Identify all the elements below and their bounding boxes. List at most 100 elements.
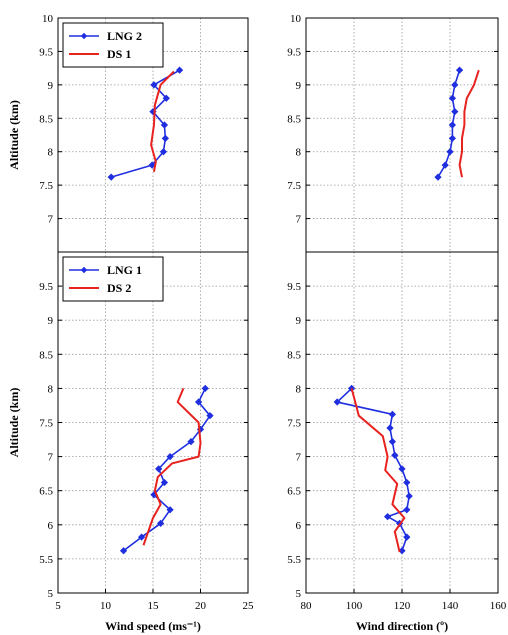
- y-tick-label: 5.5: [39, 554, 53, 566]
- y-tick-label: 8: [296, 383, 302, 395]
- y-tick-label: 9: [48, 315, 54, 327]
- data-point-marker: [148, 161, 156, 169]
- ds-series-line: [458, 69, 480, 178]
- y-tick-label: 9.5: [39, 281, 53, 293]
- y-tick-label: 5: [296, 588, 302, 600]
- y-tick-label: 8: [296, 147, 302, 159]
- y-tick-label: 7: [48, 214, 54, 226]
- y-tick-label: 7: [48, 452, 54, 464]
- data-point-marker: [398, 465, 406, 473]
- data-point-marker: [448, 134, 457, 142]
- x-tick-label: 20: [195, 600, 207, 612]
- data-point-marker: [403, 506, 411, 514]
- y-tick-label: 6: [296, 520, 302, 532]
- y-tick-label: 8.5: [39, 113, 53, 125]
- data-point-marker: [137, 533, 146, 541]
- data-point-marker: [388, 410, 397, 418]
- x-axis-label: Wind direction (º): [356, 619, 448, 633]
- data-point-marker: [434, 173, 442, 181]
- panel-top-right: 10 9.5 9 8.5 8 7.5 7: [287, 13, 499, 253]
- y-tick-label: 9: [48, 80, 54, 92]
- y-tick-label: 8.5: [287, 349, 301, 361]
- data-point-marker: [162, 94, 170, 102]
- y-tick-label: 9.5: [287, 46, 301, 58]
- y-tick-label: 10: [290, 13, 302, 25]
- data-point-marker: [441, 161, 449, 169]
- y-tick-label: 5.5: [287, 554, 301, 566]
- x-tick-label: 120: [394, 600, 411, 612]
- y-tick-label: 8.5: [39, 349, 53, 361]
- data-point-marker: [201, 384, 209, 393]
- x-tick-label: 140: [442, 600, 459, 612]
- ds-series-line: [142, 388, 202, 546]
- y-tick-label: 7: [296, 214, 302, 226]
- y-tick-label: 8.5: [287, 113, 301, 125]
- legend-label: DS 1: [107, 47, 131, 61]
- x-tick-label: 25: [243, 600, 255, 612]
- ds-series-line: [350, 388, 406, 553]
- data-point-marker: [391, 451, 399, 459]
- x-tick-label: 160: [490, 600, 507, 612]
- x-tick-label: 100: [346, 600, 363, 612]
- data-point-marker: [451, 81, 459, 89]
- data-point-marker: [448, 121, 457, 129]
- data-point-marker: [187, 437, 195, 446]
- x-tick-label: 15: [148, 600, 160, 612]
- y-tick-label: 8: [48, 147, 54, 159]
- x-axis-label: Wind speed (ms⁻¹): [105, 619, 201, 633]
- data-point-marker: [405, 492, 413, 500]
- x-tick-label: 10: [100, 600, 112, 612]
- data-point-marker: [446, 148, 454, 156]
- data-point-marker: [403, 478, 411, 487]
- data-point-marker: [156, 519, 165, 528]
- data-point-marker: [386, 424, 394, 432]
- data-point-marker: [388, 437, 397, 446]
- data-point-marker: [160, 121, 169, 129]
- y-tick-label: 6: [48, 520, 54, 532]
- y-axis-label: Altitude (km): [7, 388, 21, 458]
- data-point-marker: [383, 512, 392, 521]
- legend-box: [62, 22, 164, 68]
- legend-marker: [80, 266, 88, 274]
- legend-marker: [80, 32, 88, 40]
- data-point-marker: [206, 412, 214, 420]
- data-point-marker: [119, 547, 128, 555]
- x-tick-label: 5: [55, 600, 61, 612]
- y-tick-label: 9: [296, 80, 302, 92]
- data-point-marker: [166, 506, 174, 514]
- panel-top-left: 10 9.5 9 8.5 8 7.5 7 LNG 2 DS 1 Altitude (km): [7, 13, 249, 253]
- y-tick-label: 7: [296, 452, 302, 464]
- y-tick-label: 6.5: [287, 486, 301, 498]
- data-point-marker: [194, 398, 203, 406]
- ds-series-line: [150, 70, 175, 172]
- panel-bottom-left: 9.5 9 8.5 8 7.5 7 6.5 6 5.5 55 10 15 20 25 LNG 1 DS 2 Al…: [7, 251, 255, 633]
- data-point-marker: [175, 66, 184, 74]
- data-point-marker: [451, 107, 459, 116]
- data-point-marker: [448, 94, 457, 102]
- legend-box: [62, 256, 164, 302]
- y-tick-label: 8: [48, 383, 54, 395]
- data-point-marker: [166, 452, 174, 461]
- legend-label: LNG 1: [107, 263, 142, 277]
- y-tick-label: 7.5: [287, 180, 301, 192]
- data-point-marker: [333, 398, 341, 406]
- data-point-marker: [159, 148, 168, 156]
- data-point-marker: [161, 134, 169, 142]
- y-tick-label: 9: [296, 315, 302, 327]
- data-point-marker: [160, 478, 169, 487]
- y-tick-label: 6.5: [39, 486, 53, 498]
- data-point-marker: [107, 173, 115, 181]
- y-tick-label: 5: [48, 588, 54, 600]
- legend-label: LNG 2: [107, 29, 142, 43]
- legend-label: DS 2: [107, 281, 131, 295]
- data-point-marker: [150, 81, 158, 89]
- y-tick-label: 9.5: [39, 46, 53, 58]
- y-tick-label: 9.5: [287, 281, 301, 293]
- data-point-marker: [455, 66, 464, 74]
- data-point-marker: [155, 465, 163, 473]
- y-axis-label: Altitude (km): [7, 100, 21, 170]
- x-tick-label: 80: [301, 600, 313, 612]
- y-tick-label: 7.5: [287, 418, 301, 430]
- y-tick-label: 7.5: [39, 418, 53, 430]
- y-tick-label: 10: [42, 13, 54, 25]
